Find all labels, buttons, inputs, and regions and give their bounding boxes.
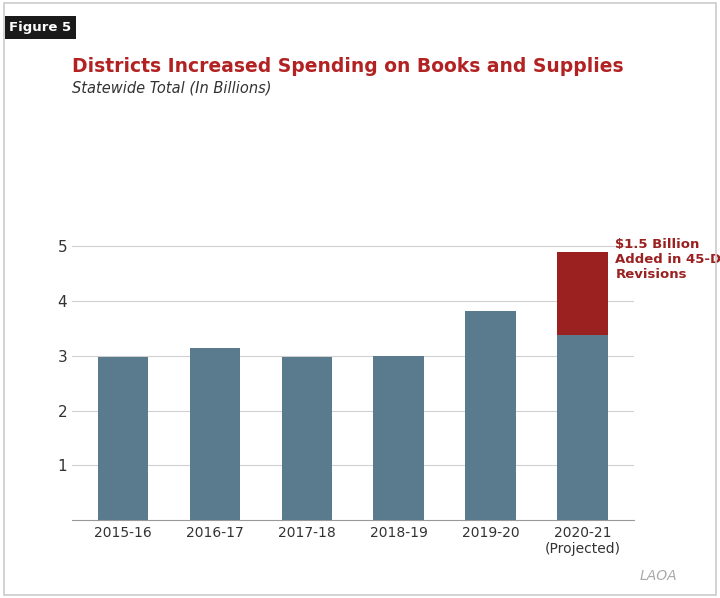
Bar [374,356,424,520]
Text: $1.5 Billion
Added in 45-Day
Revisions: $1.5 Billion Added in 45-Day Revisions [616,238,720,281]
Bar [557,252,608,335]
Text: Statewide Total (In Billions): Statewide Total (In Billions) [72,81,271,96]
Bar [97,358,148,520]
Bar [282,358,332,520]
Bar [189,347,240,520]
Text: Figure 5: Figure 5 [9,21,71,34]
Text: Districts Increased Spending on Books and Supplies: Districts Increased Spending on Books an… [72,57,624,76]
Bar [466,312,516,520]
Text: LAOA: LAOA [639,569,677,583]
Bar [557,335,608,520]
